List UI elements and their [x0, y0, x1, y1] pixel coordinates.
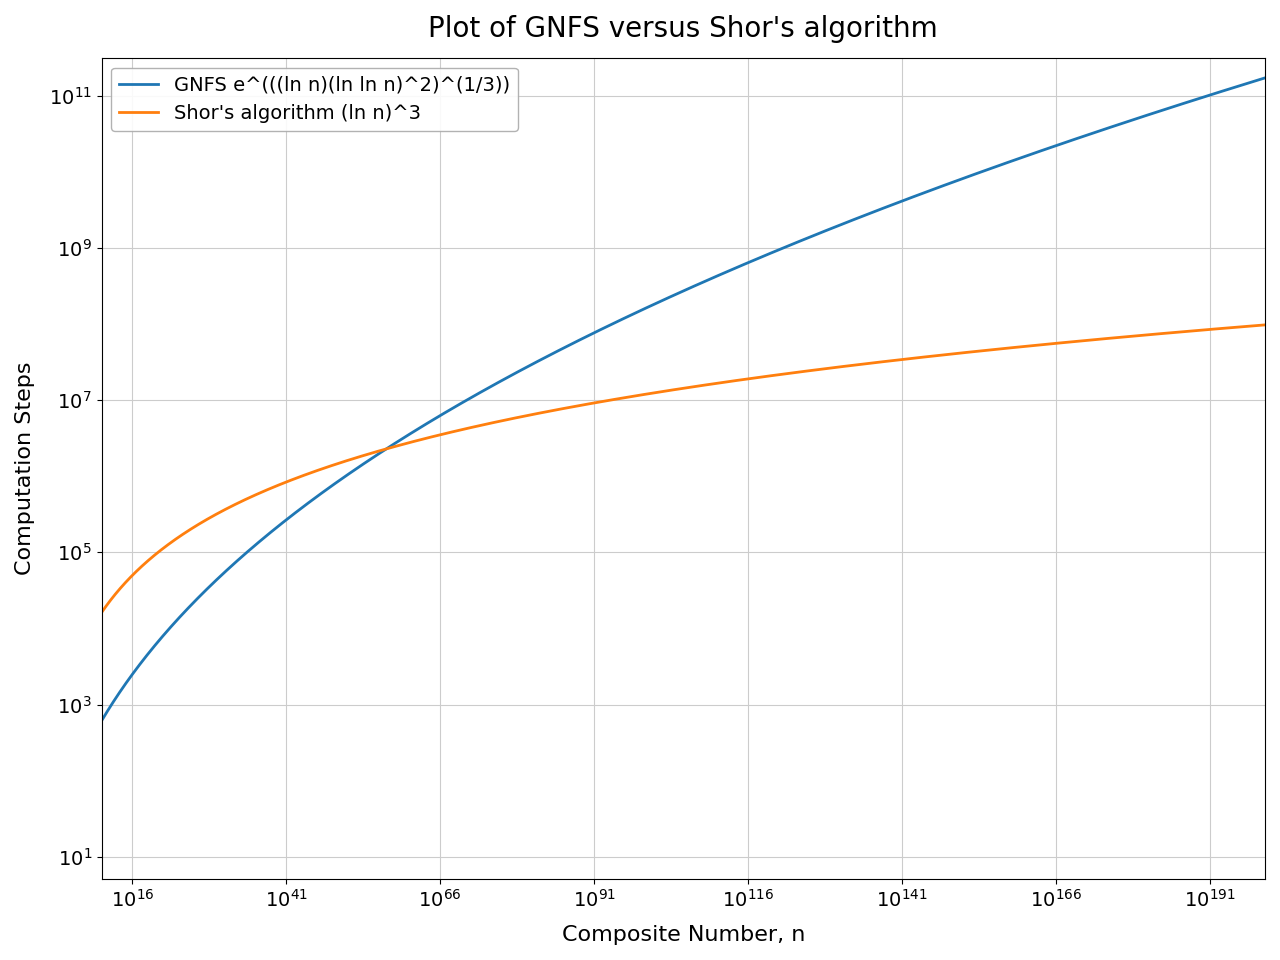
GNFS e^(((ln n)(ln ln n)^2)^(1/3)) [540, 350, 556, 362]
Line: GNFS e^(((ln n)(ln ln n)^2)^(1/3)): GNFS e^(((ln n)(ln ln n)^2)^(1/3)) [101, 78, 1265, 721]
Y-axis label: Computation Steps: Computation Steps [15, 362, 35, 575]
GNFS e^(((ln n)(ln ln n)^2)^(1/3)) [93, 715, 109, 727]
GNFS e^(((ln n)(ln ln n)^2)^(1/3)) [1110, 119, 1125, 131]
X-axis label: Composite Number, n: Composite Number, n [562, 925, 805, 945]
GNFS e^(((ln n)(ln ln n)^2)^(1/3)) [227, 558, 242, 569]
Shor's algorithm (ln n)^3 [227, 499, 242, 511]
Shor's algorithm (ln n)^3 [296, 469, 311, 481]
Shor's algorithm (ln n)^3 [590, 396, 605, 408]
Line: Shor's algorithm (ln n)^3: Shor's algorithm (ln n)^3 [101, 324, 1265, 612]
GNFS e^(((ln n)(ln ln n)^2)^(1/3)) [1234, 80, 1249, 91]
Legend: GNFS e^(((ln n)(ln ln n)^2)^(1/3)), Shor's algorithm (ln n)^3: GNFS e^(((ln n)(ln ln n)^2)^(1/3)), Shor… [111, 67, 517, 131]
Shor's algorithm (ln n)^3 [1110, 332, 1125, 344]
GNFS e^(((ln n)(ln ln n)^2)^(1/3)) [296, 501, 311, 513]
Shor's algorithm (ln n)^3 [1257, 319, 1272, 330]
Shor's algorithm (ln n)^3 [93, 607, 109, 618]
Title: Plot of GNFS versus Shor's algorithm: Plot of GNFS versus Shor's algorithm [429, 15, 938, 43]
GNFS e^(((ln n)(ln ln n)^2)^(1/3)) [1257, 72, 1272, 84]
Shor's algorithm (ln n)^3 [540, 406, 556, 418]
Shor's algorithm (ln n)^3 [1234, 321, 1249, 332]
GNFS e^(((ln n)(ln ln n)^2)^(1/3)) [590, 325, 605, 337]
